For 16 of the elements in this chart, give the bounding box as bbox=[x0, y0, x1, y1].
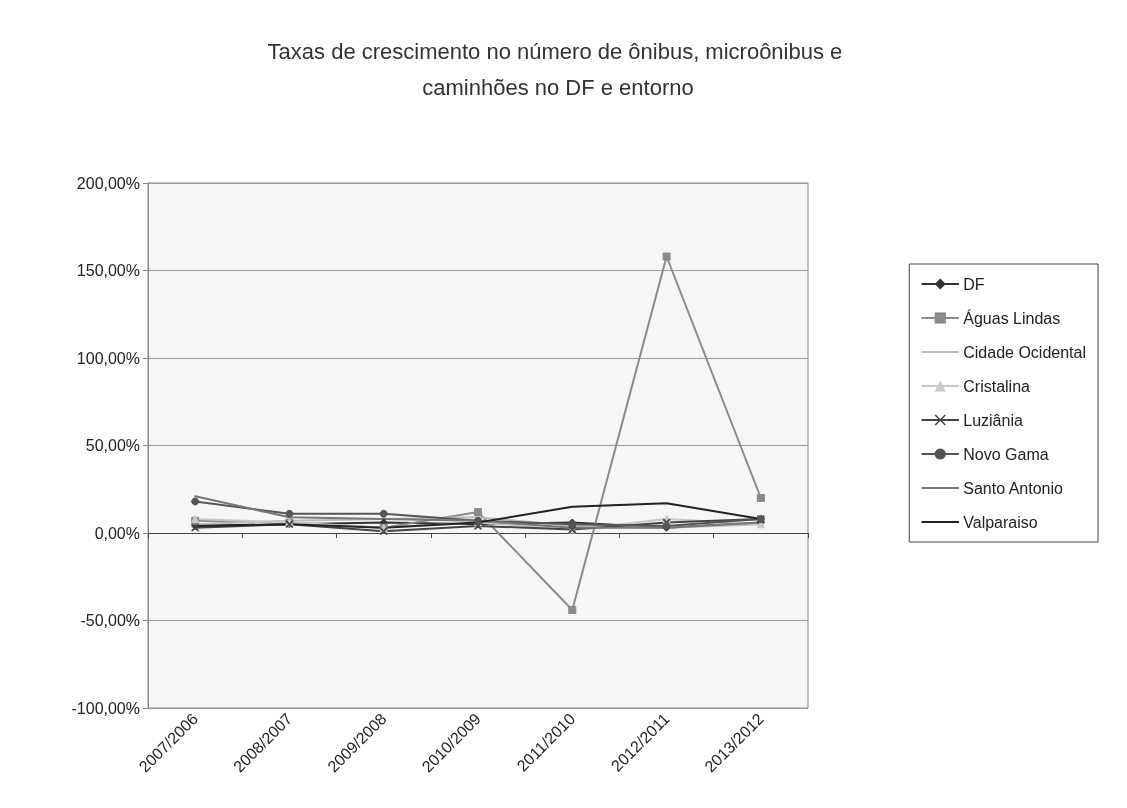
legend-label: DF bbox=[963, 275, 985, 293]
y-tick-label: -100,00% bbox=[71, 699, 140, 717]
legend-label: Santo Antonio bbox=[963, 479, 1063, 497]
y-tick-label: 200,00% bbox=[76, 174, 140, 192]
legend-label: Águas Lindas bbox=[963, 308, 1061, 327]
y-tick-label: 50,00% bbox=[85, 437, 140, 454]
y-tick-label: 100,00% bbox=[76, 349, 140, 367]
legend-label: Novo Gama bbox=[963, 445, 1049, 463]
y-tick-label: 150,00% bbox=[76, 262, 140, 279]
legend-label: Luziânia bbox=[963, 411, 1023, 429]
legend-label: Cidade Ocidental bbox=[963, 343, 1087, 361]
y-tick-label: -50,00% bbox=[80, 612, 140, 629]
y-tick-label: 0,00% bbox=[94, 524, 140, 542]
legend-label: Valparaiso bbox=[963, 513, 1038, 531]
legend-label: Cristalina bbox=[963, 377, 1031, 395]
chart-title: Taxas de crescimento no número de ônibus, microônibus e caminhões no DF e entorno bbox=[267, 38, 849, 100]
